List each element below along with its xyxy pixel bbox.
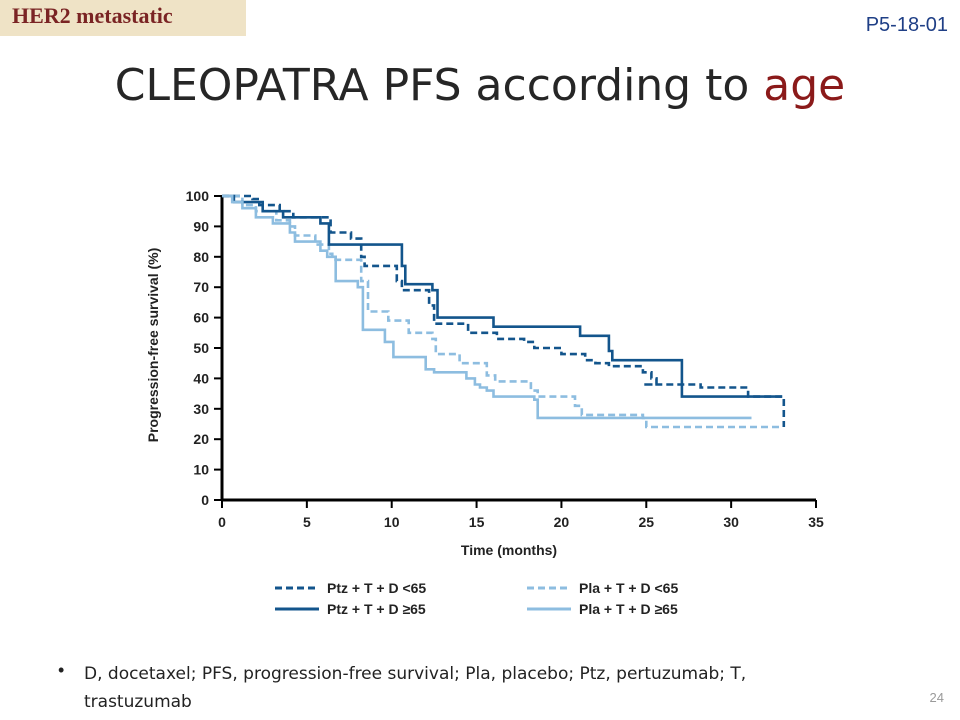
legend-label: Pla + T + D <65 xyxy=(579,580,678,596)
y-tick-label: 80 xyxy=(193,249,209,265)
page-number: 24 xyxy=(929,690,944,705)
y-tick-label: 60 xyxy=(193,310,209,326)
legend-label: Pla + T + D ≥65 xyxy=(579,601,678,617)
pfs-chart: 0 10 20 30 40 50 60 70 80 90 100 0 5 10 15 20 25 30 35 Time… xyxy=(145,188,824,617)
x-tick-label: 0 xyxy=(218,514,226,530)
series-line xyxy=(222,194,752,420)
y-tick-label: 90 xyxy=(193,218,209,234)
legend-label: Ptz + T + D ≥65 xyxy=(327,601,426,617)
y-tick-label: 50 xyxy=(193,340,209,356)
x-axis-title: Time (months) xyxy=(461,542,557,558)
footnote: D, docetaxel; PFS, progression-free surv… xyxy=(84,664,747,712)
series-line xyxy=(222,194,786,427)
y-tick-label: 0 xyxy=(201,492,209,508)
y-tick-label: 100 xyxy=(186,188,210,204)
series-line xyxy=(222,194,783,398)
x-tick-label: 25 xyxy=(638,514,654,530)
abstract-code: P5-18-01 xyxy=(865,14,948,36)
topic-tag-label: HER2 metastatic xyxy=(12,3,173,28)
x-tick-label: 10 xyxy=(384,514,400,530)
bullet-icon: • xyxy=(58,660,65,680)
y-tick-label: 30 xyxy=(193,401,209,417)
x-tick-label: 5 xyxy=(303,514,311,530)
x-tick-label: 15 xyxy=(469,514,485,530)
x-tick-label: 35 xyxy=(808,514,824,530)
x-tick-label: 20 xyxy=(554,514,570,530)
y-tick-label: 20 xyxy=(193,431,209,447)
y-axis-title: Progression-free survival (%) xyxy=(145,248,161,443)
topic-tag: HER2 metastatic xyxy=(0,0,246,36)
y-tick-label: 10 xyxy=(193,462,209,478)
legend-label: Ptz + T + D <65 xyxy=(327,580,426,596)
title-accent-text: age xyxy=(763,60,846,111)
x-tick-label: 30 xyxy=(723,514,739,530)
series-line xyxy=(222,194,783,429)
y-tick-label: 40 xyxy=(193,370,209,386)
title-main-text: CLEOPATRA PFS according to xyxy=(114,60,764,111)
y-tick-label: 70 xyxy=(193,279,209,295)
slide-title: CLEOPATRA PFS according to age xyxy=(0,60,960,111)
